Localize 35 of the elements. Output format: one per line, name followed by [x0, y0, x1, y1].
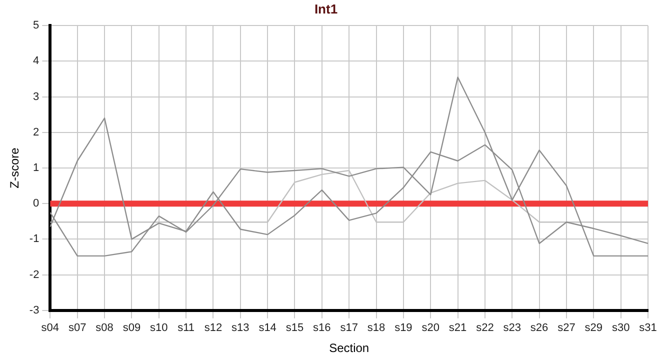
y-axis-title: Z-score	[8, 147, 22, 188]
x-tick-label: s26	[530, 322, 548, 334]
x-tick-label: s23	[503, 322, 522, 334]
x-tick-label: s29	[584, 322, 603, 334]
y-tick-label: 1	[33, 162, 40, 174]
y-tick-label: 2	[33, 126, 40, 138]
y-tick-label: -1	[29, 233, 40, 246]
x-tick-label: s31	[639, 322, 657, 334]
x-tick-label: s04	[41, 322, 60, 334]
x-tick-label: s08	[96, 322, 114, 334]
x-tick-label: s15	[286, 322, 304, 334]
y-tick-label: 3	[33, 90, 40, 103]
x-tick-label: s21	[448, 322, 467, 334]
x-tick-label: s11	[178, 322, 195, 334]
x-tick-label: s14	[258, 322, 276, 334]
x-tick-label: s22	[476, 322, 494, 334]
chart-title: Int1	[314, 1, 338, 16]
x-tick-label: s27	[558, 322, 576, 334]
x-tick-label: s19	[394, 322, 412, 334]
x-axis-title: Section	[329, 341, 370, 356]
x-tick-label: s17	[340, 322, 358, 334]
y-tick-label: -3	[29, 304, 40, 316]
x-tick-label: s13	[232, 322, 250, 334]
x-tick-label: s10	[150, 322, 168, 334]
x-tick-label: s12	[204, 322, 222, 334]
y-tick-label: 4	[33, 55, 40, 68]
x-tick-label: s20	[422, 322, 440, 334]
x-tick-label: s16	[313, 322, 331, 334]
x-tick-label: s30	[612, 322, 630, 334]
x-tick-label: s18	[367, 322, 386, 334]
y-tick-label: -2	[29, 268, 40, 281]
y-tick-label: 0	[33, 198, 40, 210]
x-tick-label: s07	[68, 322, 86, 334]
y-tick-label: 5	[33, 20, 40, 32]
x-tick-label: s09	[122, 322, 141, 334]
